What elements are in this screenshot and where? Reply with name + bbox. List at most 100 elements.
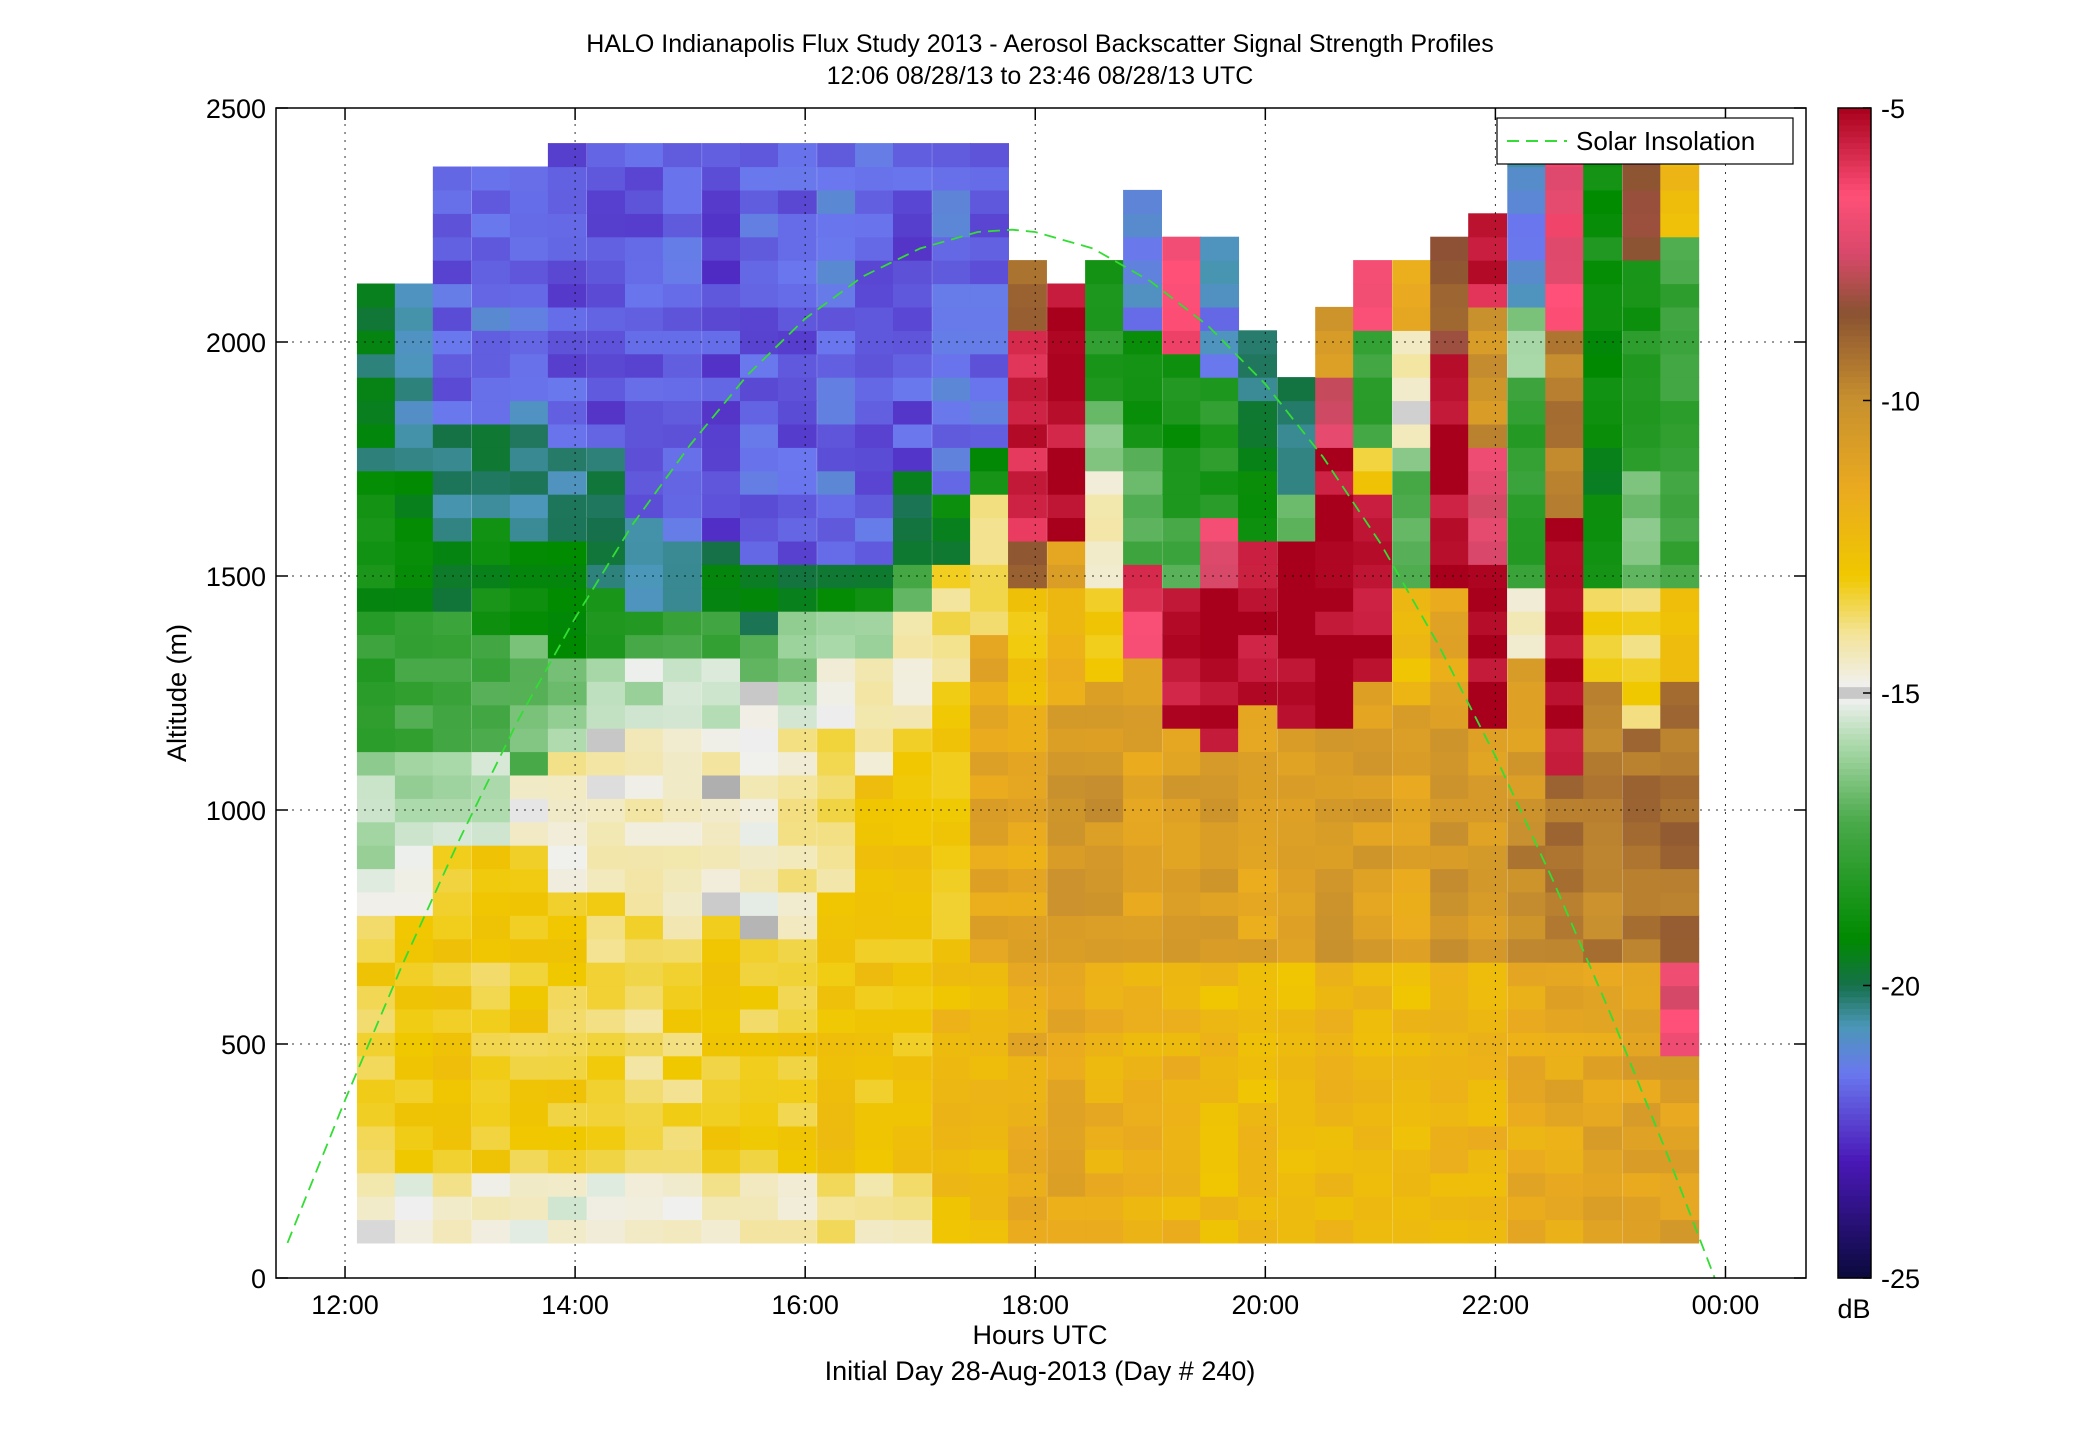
heatmap-cell [1507,1102,1547,1127]
heatmap-cell [702,798,741,823]
heatmap-cell [1008,260,1047,285]
heatmap-cell [1622,587,1662,612]
heatmap-cell [1430,1172,1470,1197]
heatmap-cell [1430,1125,1470,1150]
heatmap-cell [740,1079,779,1104]
heatmap-cell [1238,821,1278,846]
colorbar-segment [1838,447,1871,454]
heatmap-cell [1315,868,1355,893]
heatmap-cell [1507,423,1547,448]
heatmap-cell [1238,1196,1278,1221]
heatmap-cell [1392,306,1432,331]
heatmap-cell [1622,1196,1662,1221]
heatmap-cell [509,260,549,285]
colorbar-segment [1838,1079,1871,1086]
heatmap-cell [855,377,894,402]
heatmap-cell [662,283,702,308]
heatmap-cell [587,283,626,308]
colorbar-segment [1838,839,1871,846]
heatmap-cell [932,540,972,565]
heatmap-cell [394,330,434,355]
heatmap-cell [1430,634,1470,659]
heatmap-cell [509,1102,549,1127]
colorbar-segment [1838,687,1871,694]
colorbar-segment [1838,1067,1871,1074]
heatmap-cell [624,494,664,519]
heatmap-cell [394,423,434,448]
heatmap-cell [509,306,549,331]
heatmap-cell [1353,1149,1393,1174]
colorbar-segment [1838,400,1871,407]
colorbar-segment [1838,423,1871,431]
heatmap-cell [587,1055,626,1080]
colorbar-segment [1838,535,1871,542]
heatmap-cell [1200,540,1240,565]
heatmap-cell [777,260,817,285]
heatmap-cell [624,985,664,1010]
heatmap-cell [1545,704,1585,729]
heatmap-cell [547,494,587,519]
heatmap-cell [1545,189,1585,214]
heatmap-cell [1123,845,1162,870]
heatmap-cell [509,1219,549,1244]
heatmap-cell [740,611,779,636]
heatmap-cell [356,657,396,682]
colorbar-segment [1838,1073,1871,1080]
colorbar-segment [1838,108,1871,115]
heatmap-cell [1123,1219,1162,1244]
heatmap-cell [1660,657,1700,682]
colorbar-segment [1838,698,1871,706]
heatmap-cell [587,634,626,659]
colorbar-segment [1838,640,1871,647]
heatmap-cell [587,423,626,448]
heatmap-cell [662,634,702,659]
heatmap-cell [587,260,626,285]
heatmap-cell [1430,587,1470,612]
colorbar-segment [1838,1055,1871,1063]
colorbar-segment [1838,184,1871,191]
heatmap-cell [932,517,972,542]
colorbar-segment [1838,576,1871,583]
heatmap-cell [1123,915,1162,940]
heatmap-cell [1622,540,1662,565]
heatmap-cell [471,751,511,776]
heatmap-cell [587,798,626,823]
heatmap-cell [1583,634,1623,659]
heatmap-cell [394,1149,434,1174]
heatmap-cell [1047,704,1087,729]
heatmap-cell [777,985,817,1010]
heatmap-cell [1430,447,1470,472]
heatmap-cell [509,494,549,519]
heatmap-cell [356,704,396,729]
heatmap-cell [471,1032,511,1057]
heatmap-cell [1545,915,1585,940]
heatmap-cell [702,330,741,355]
heatmap-cell [970,1172,1009,1197]
heatmap-cell [356,938,396,963]
heatmap-cell [1507,1079,1547,1104]
heatmap-cell [893,657,932,682]
heatmap-cell [394,774,434,799]
heatmap-cell [932,166,972,191]
heatmap-cell [1200,915,1240,940]
heatmap-cell [817,704,856,729]
heatmap-cell [1123,330,1162,355]
heatmap-cell [702,423,741,448]
heatmap-cell [1507,283,1547,308]
heatmap-cell [662,377,702,402]
heatmap-cell [1200,306,1240,331]
heatmap-cell [1200,938,1240,963]
heatmap-cell [817,447,856,472]
heatmap-cell [1162,1172,1202,1197]
heatmap-cell [1047,283,1087,308]
heatmap-cell [1238,587,1278,612]
heatmap-cell [1583,540,1623,565]
heatmap-cell [1315,611,1355,636]
heatmap-cell [1353,306,1393,331]
heatmap-cell [740,377,779,402]
x-axis-label: Hours UTC [972,1320,1107,1350]
heatmap-cell [777,751,817,776]
heatmap-cell [1622,774,1662,799]
heatmap-cell [432,868,472,893]
heatmap-cell [624,868,664,893]
